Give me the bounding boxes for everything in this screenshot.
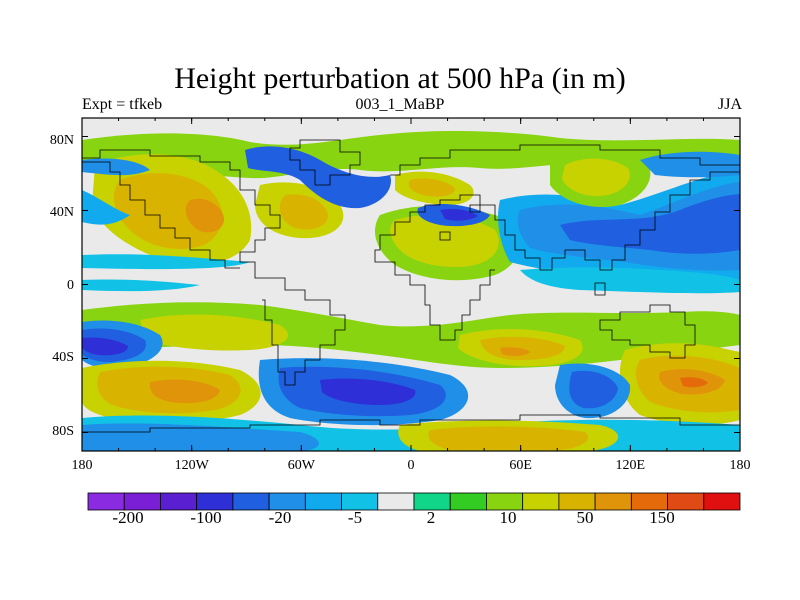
colorbar (87, 492, 741, 511)
y-tick-label: 80N (49, 133, 74, 148)
run-label: 003_1_MaBP (355, 96, 445, 113)
y-tick-label: 80S (52, 424, 74, 439)
colorbar-label: 150 (649, 508, 675, 527)
contour-region (520, 267, 740, 294)
contour-region (185, 198, 225, 233)
colorbar-label: 50 (576, 508, 594, 527)
contour-region (320, 378, 416, 405)
contour-region (390, 214, 499, 268)
contour-region (82, 158, 150, 176)
contour-region (140, 314, 289, 351)
x-tick-label: 180 (71, 458, 93, 473)
contour-field (82, 118, 740, 451)
plot-title: Height perturbation at 500 hPa (in m) (174, 62, 626, 95)
x-tick-label: 120E (615, 458, 646, 473)
contour-region (279, 194, 328, 230)
contour-region (82, 337, 128, 356)
x-tick-label: 120W (174, 458, 209, 473)
y-tick-label: 40N (49, 205, 74, 220)
contour-region (569, 370, 618, 409)
colorbar-label: -20 (268, 508, 292, 527)
tick-marks (81, 118, 741, 451)
colorbar-label: -5 (347, 508, 363, 527)
contour-region (113, 173, 223, 249)
contour-region (500, 347, 530, 357)
colorbar-label: 2 (426, 508, 436, 527)
contour-region (149, 379, 220, 404)
colorbar-label: -100 (190, 508, 222, 527)
contour-region (82, 131, 740, 179)
contour-region (440, 208, 478, 221)
x-tick-label: 0 (407, 458, 415, 473)
x-tick-label: 60W (287, 458, 315, 473)
contour-region (428, 426, 589, 450)
colorbar-swatch (703, 492, 741, 511)
contour-region (245, 146, 391, 209)
coastlines (82, 139, 740, 433)
contour-region (82, 279, 200, 292)
contour-region (82, 254, 250, 270)
colorbar-label: 10 (499, 508, 517, 527)
contour-region (82, 190, 130, 225)
season-label: JJA (717, 96, 742, 113)
contour-region (680, 377, 708, 388)
x-tick-label: 180 (729, 458, 751, 473)
contour-region (480, 336, 565, 360)
contour-region (562, 158, 630, 197)
y-tick-label: 40S (52, 350, 74, 365)
contour-region (82, 423, 319, 451)
y-tick-label: 0 (67, 278, 74, 293)
contour-region (408, 178, 455, 197)
contour-region (560, 194, 740, 254)
x-tick-label: 60E (509, 458, 532, 473)
experiment-label: Expt = tfkeb (82, 96, 163, 113)
colorbar-label: -200 (112, 508, 144, 527)
